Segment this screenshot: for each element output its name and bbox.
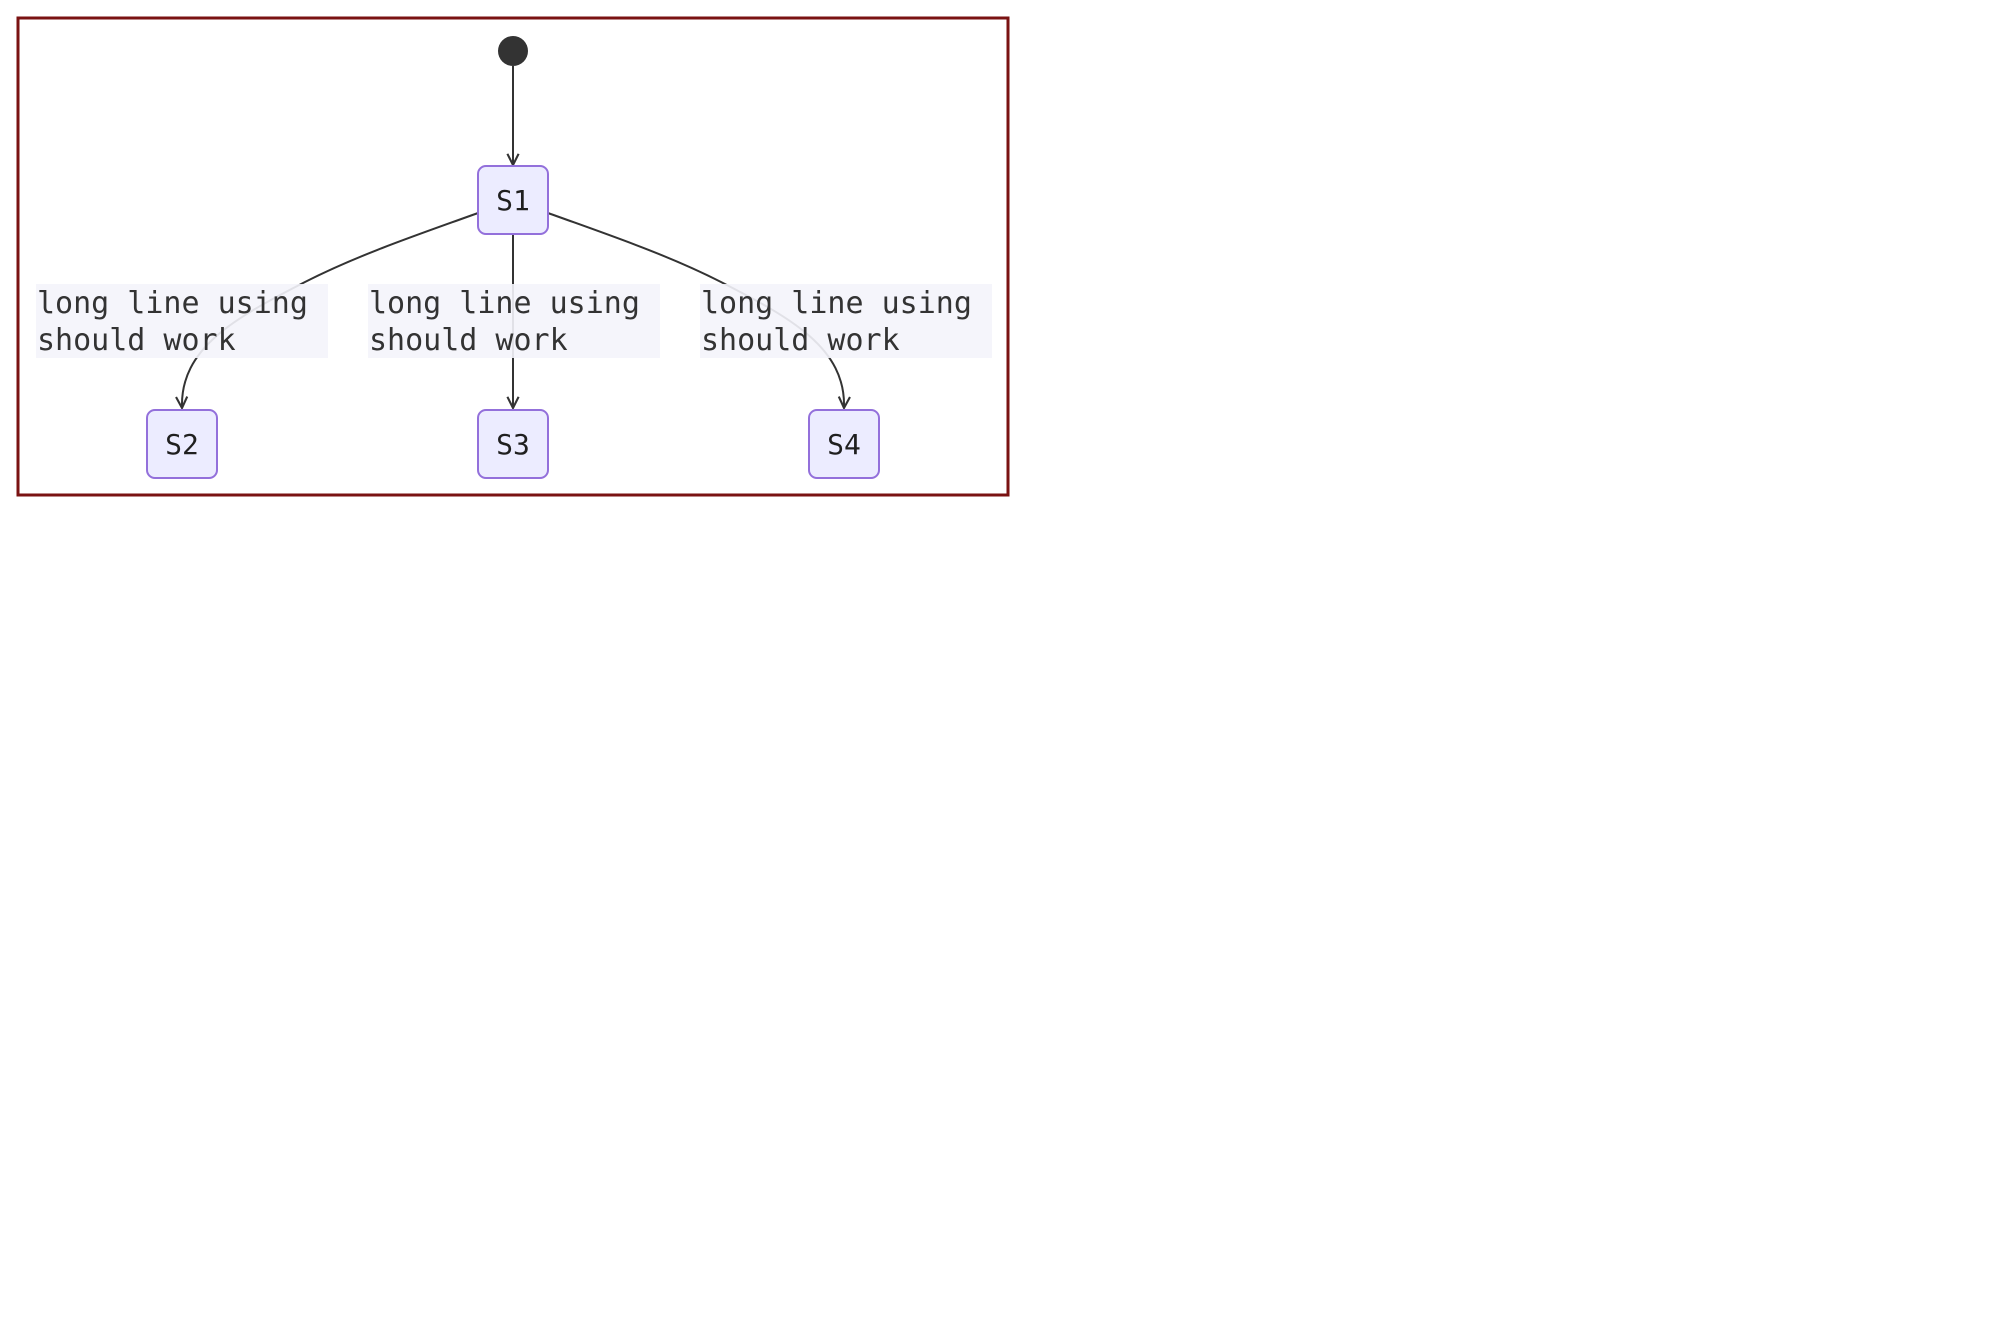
edge-label-line: should work xyxy=(37,323,236,358)
edge-label-line: long line using xyxy=(369,286,640,321)
edge-label-line: should work xyxy=(701,323,900,358)
edge-label-s1-s4: long line using should work xyxy=(700,284,992,358)
edge-label-s1-s3: long line using should work xyxy=(368,284,660,358)
edge-label-line: long line using xyxy=(37,286,308,321)
transition-s1-to-s2 xyxy=(182,212,479,408)
state-s3: S3 xyxy=(477,409,549,479)
state-label: S4 xyxy=(827,428,861,461)
state-label: S2 xyxy=(165,428,199,461)
state-s4: S4 xyxy=(808,409,880,479)
state-label: S3 xyxy=(496,428,530,461)
state-s1: S1 xyxy=(477,165,549,235)
state-s2: S2 xyxy=(146,409,218,479)
edge-label-line: should work xyxy=(369,323,568,358)
transition-s1-to-s4 xyxy=(547,212,844,408)
edge-label-line: long line using xyxy=(701,286,972,321)
state-label: S1 xyxy=(496,184,530,217)
start-node xyxy=(498,36,528,66)
edge-label-s1-s2: long line using should work xyxy=(36,284,328,358)
